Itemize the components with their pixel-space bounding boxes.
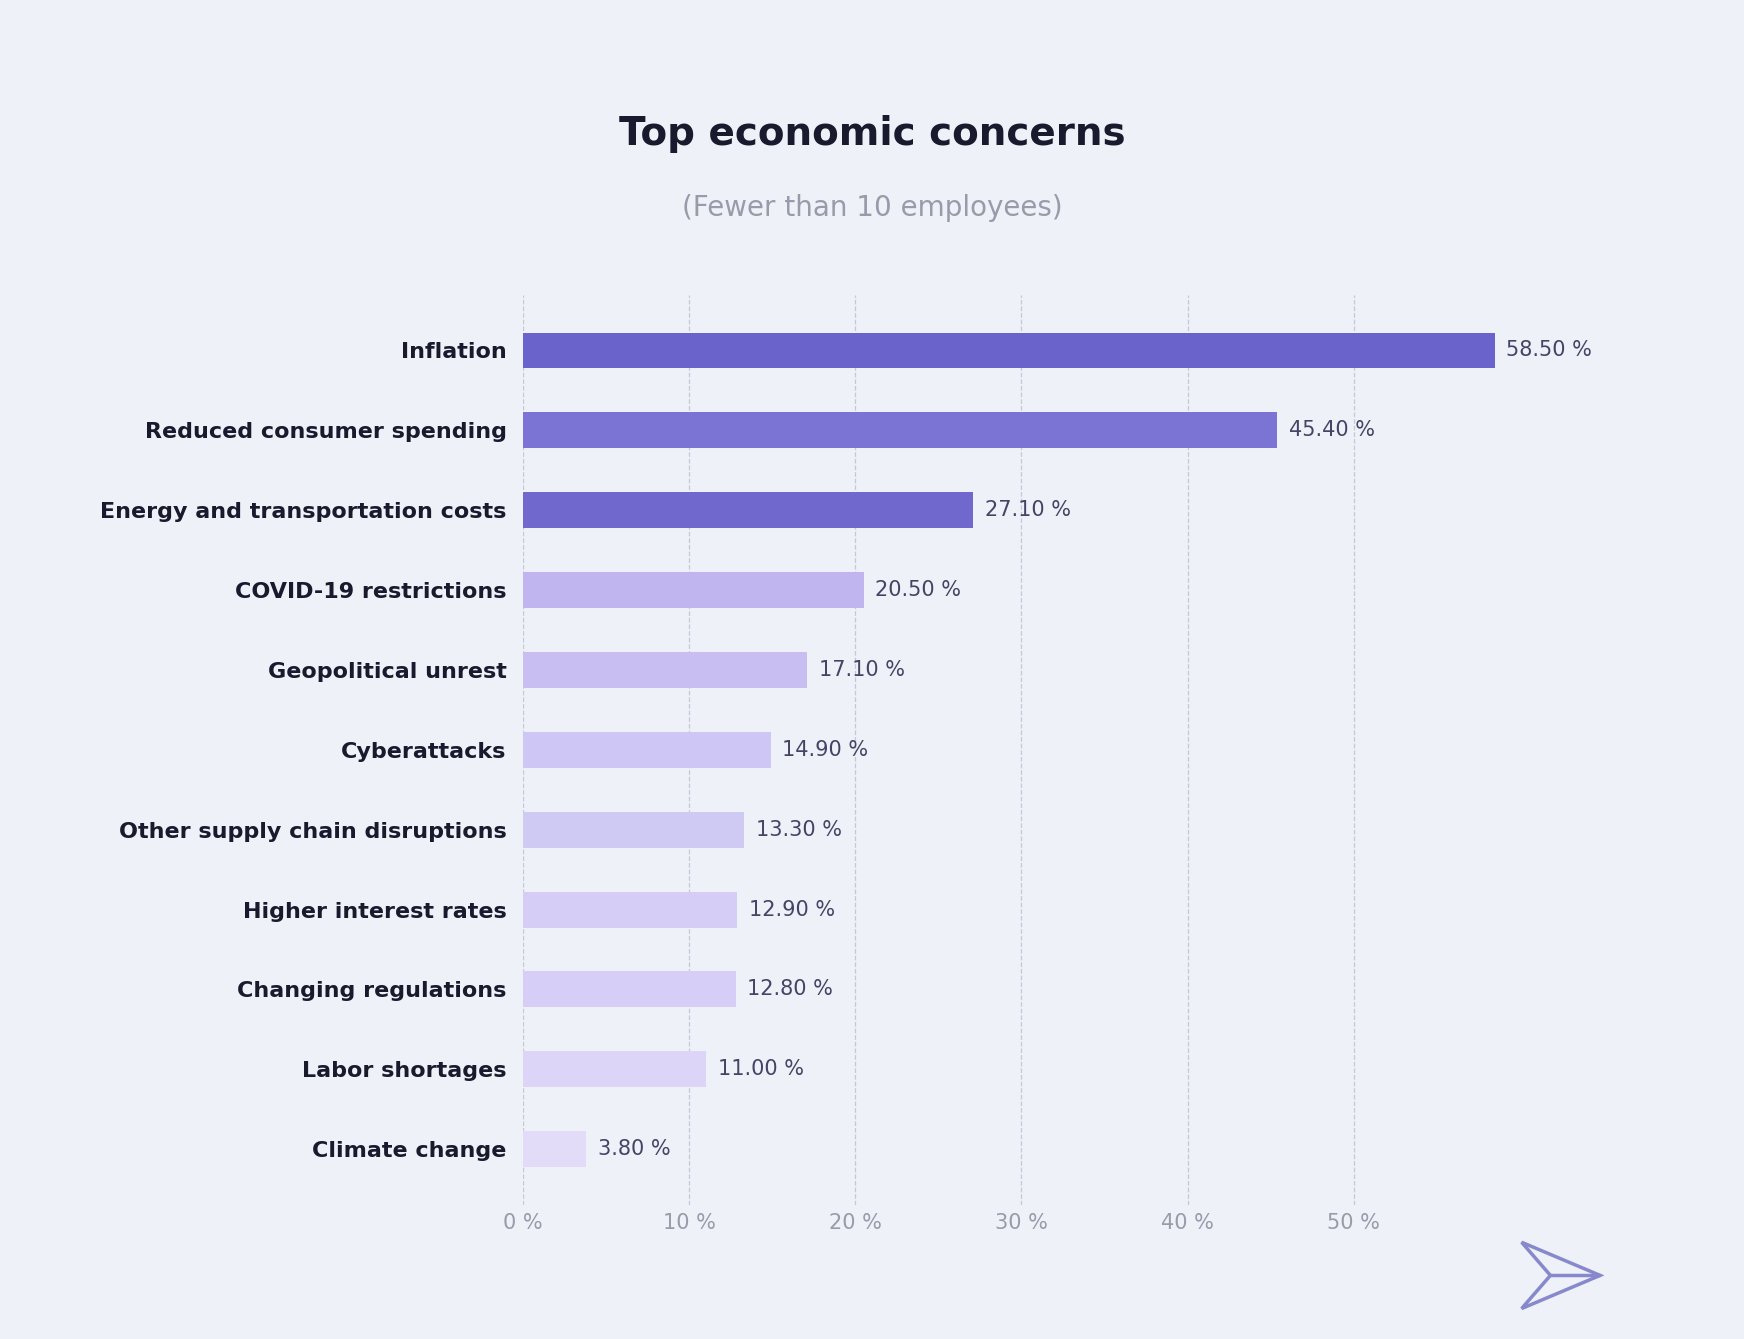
Text: 14.90 %: 14.90 % [783, 740, 869, 759]
Bar [523, 1131, 586, 1168]
Text: 45.40 %: 45.40 % [1289, 420, 1374, 441]
Text: 20.50 %: 20.50 % [875, 580, 961, 600]
Bar [523, 732, 771, 767]
Text: 13.30 %: 13.30 % [755, 819, 842, 840]
Text: 17.10 %: 17.10 % [820, 660, 905, 680]
Bar [523, 652, 807, 688]
Bar [523, 332, 1495, 368]
Text: 3.80 %: 3.80 % [598, 1139, 670, 1160]
Bar [523, 1051, 706, 1087]
Text: 11.00 %: 11.00 % [717, 1059, 804, 1079]
Bar [523, 493, 973, 528]
Bar [523, 572, 863, 608]
Bar [523, 972, 736, 1007]
Text: 27.10 %: 27.10 % [985, 501, 1071, 521]
Bar [523, 892, 738, 928]
Bar [523, 811, 745, 848]
Text: Top economic concerns: Top economic concerns [619, 115, 1125, 153]
Text: 58.50 %: 58.50 % [1507, 340, 1592, 360]
Bar [523, 412, 1277, 449]
Text: (Fewer than 10 employees): (Fewer than 10 employees) [682, 194, 1062, 221]
Text: 12.80 %: 12.80 % [748, 979, 834, 999]
Text: 12.90 %: 12.90 % [750, 900, 835, 920]
